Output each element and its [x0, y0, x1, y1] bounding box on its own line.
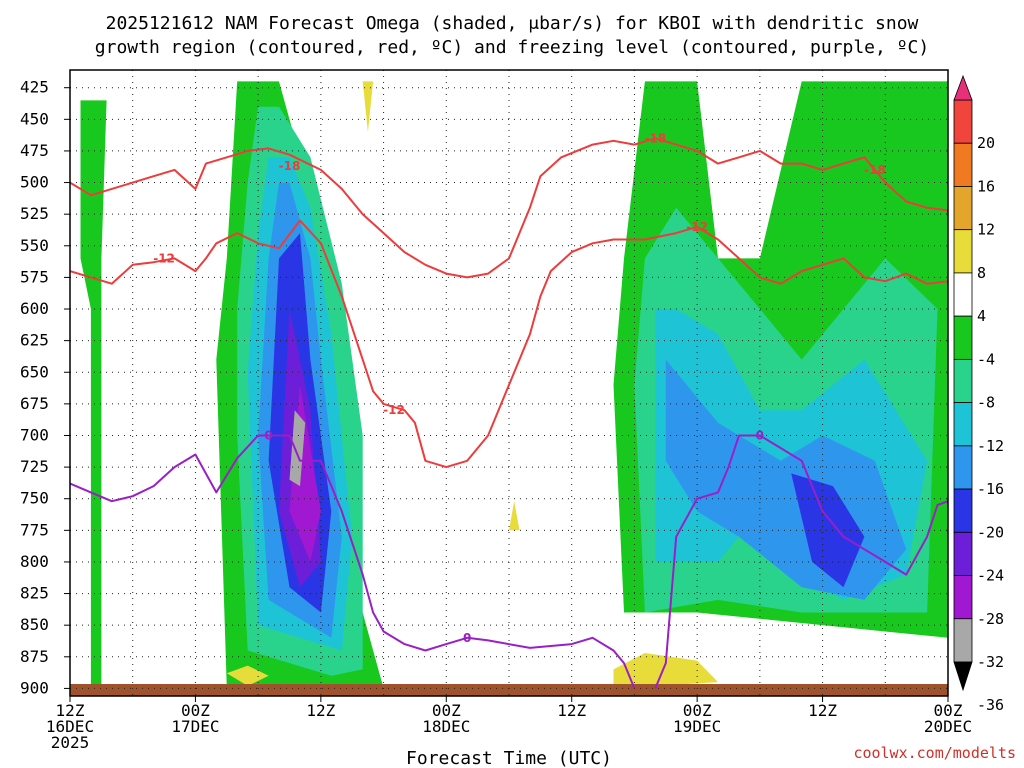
freezing-label-2: 0: [463, 631, 471, 645]
y-tick-label-3: 500: [20, 173, 49, 192]
colorbar-label-3: 8: [977, 264, 986, 282]
colorbar-label-5: -4: [977, 350, 995, 368]
y-tick-label-19: 900: [20, 678, 49, 697]
y-tick-label-13: 750: [20, 489, 49, 508]
colorbar-bin-9: [953, 488, 973, 533]
colorbar-label-8: -16: [977, 480, 1004, 498]
colorbar-label-12: -32: [977, 653, 1004, 671]
y-tick-label-4: 525: [20, 204, 49, 223]
y-tick-label-9: 650: [20, 362, 49, 381]
freezing-contour-0: [70, 434, 636, 689]
freezing-label-1: 0: [264, 428, 272, 442]
y-axis: 425 450 475 500 525 550 575 600 625 650 675 700 725 7…: [20, 78, 70, 697]
dgz-label-5: -12: [383, 403, 405, 417]
credit-text: coolwx.com/modelts: [853, 744, 1016, 762]
x-tick-label-4-0: 12Z: [557, 701, 586, 720]
x-tick-label-3-0: 00Z: [432, 701, 461, 720]
x-tick-label-7-0: 00Z: [934, 701, 963, 720]
y-tick-label-17: 850: [20, 615, 49, 634]
colorbar-label-13: -36: [977, 696, 1004, 714]
colorbar-label-4: 4: [977, 307, 986, 325]
x-tick-label-5-0: 00Z: [683, 701, 712, 720]
y-tick-label-0: 425: [20, 78, 49, 97]
colorbar-top-arrow: [953, 74, 973, 101]
colorbar-bin-10: [953, 531, 973, 576]
colorbar-bin-11: [953, 575, 973, 620]
omega-region-10: [791, 473, 865, 588]
x-tick-label-0-1: 16DEC: [46, 717, 94, 736]
y-tick-label-6: 575: [20, 267, 49, 286]
x-tick-label-6-0: 12Z: [808, 701, 837, 720]
x-tick-label-1-0: 00Z: [181, 701, 210, 720]
dgz-label-3: -18: [864, 163, 886, 177]
plot-frame: [69, 69, 949, 697]
colorbar-bin-5: [953, 315, 973, 360]
dgz-label-2: -18: [644, 131, 666, 145]
omega-region-16: [613, 653, 718, 689]
colorbar-label-10: -24: [977, 567, 1004, 585]
chart-title-line1: 2025121612 NAM Forecast Omega (shaded, μ…: [106, 13, 919, 34]
colorbar-bin-3: [953, 229, 973, 274]
omega-region-14: [362, 81, 374, 132]
x-tick-label-7-1: 20DEC: [924, 717, 972, 736]
chart-title-line2: growth region (contoured, red, ºC) and f…: [95, 37, 929, 58]
y-tick-label-1: 450: [20, 109, 49, 128]
colorbar-label-11: -28: [977, 610, 1004, 628]
colorbar-bin-0: [953, 99, 973, 144]
colorbar-label-2: 12: [977, 221, 995, 239]
colorbar-bin-8: [953, 445, 973, 490]
x-tick-label-0-0: 12Z: [56, 701, 85, 720]
dgz-label-1: -18: [279, 159, 301, 173]
y-tick-label-10: 675: [20, 394, 49, 413]
dgz-label-4: -12: [153, 251, 175, 265]
y-tick-label-12: 725: [20, 457, 49, 476]
y-tick-label-11: 700: [20, 425, 49, 444]
colorbar-label-6: -8: [977, 394, 995, 412]
dgz-contour-0: [70, 137, 948, 279]
dgz-contour-1: [70, 219, 948, 469]
colorbar-label-9: -20: [977, 523, 1004, 541]
colorbar-bin-7: [953, 402, 973, 447]
colorbar-label-0: 20: [977, 134, 995, 152]
terrain-band: [70, 684, 948, 696]
omega-shading: [80, 81, 948, 689]
omega-region-0: [80, 100, 107, 689]
colorbar-label-7: -12: [977, 437, 1004, 455]
omega-region-13: [289, 410, 306, 487]
colorbar-bin-1: [953, 142, 973, 187]
dgz-label-6: -12: [686, 220, 708, 234]
x-tick-label-3-1: 18DEC: [422, 717, 470, 736]
y-tick-label-7: 600: [20, 299, 49, 318]
omega-region-15: [509, 501, 520, 531]
contour-lines: -18 -18 -18 -12 -12 -12 0 0 0: [70, 131, 948, 689]
colorbar-bin-6: [953, 358, 973, 404]
colorbar-bottom-arrow: [953, 661, 973, 692]
y-tick-label-16: 825: [20, 584, 49, 603]
y-tick-label-2: 475: [20, 141, 49, 160]
y-tick-label-18: 875: [20, 647, 49, 666]
freezing-contour-1: [654, 434, 948, 689]
colorbar-label-1: 16: [977, 177, 995, 195]
x-tick-label-5-1: 19DEC: [673, 717, 721, 736]
y-tick-label-15: 800: [20, 552, 49, 571]
colorbar-bin-2: [953, 186, 973, 231]
x-axis-label: Forecast Time (UTC): [406, 748, 612, 768]
colorbar-bin-12: [953, 618, 973, 663]
grid-lines: [70, 70, 948, 696]
y-tick-label-14: 775: [20, 520, 49, 539]
x-tick-label-1-1: 17DEC: [171, 717, 219, 736]
y-tick-label-5: 550: [20, 236, 49, 255]
x-tick-label-0-2: 2025: [51, 733, 90, 752]
freezing-label-3: 0: [756, 428, 764, 442]
colorbar-bin-4: [953, 272, 973, 317]
x-tick-label-2-0: 12Z: [306, 701, 335, 720]
y-tick-label-8: 625: [20, 331, 49, 350]
omega-region-17: [226, 665, 269, 686]
colorbar: 20 16 12 8 4 -4 -8 -12 -16 -20 -24 -28 -32 -36: [953, 74, 1004, 714]
